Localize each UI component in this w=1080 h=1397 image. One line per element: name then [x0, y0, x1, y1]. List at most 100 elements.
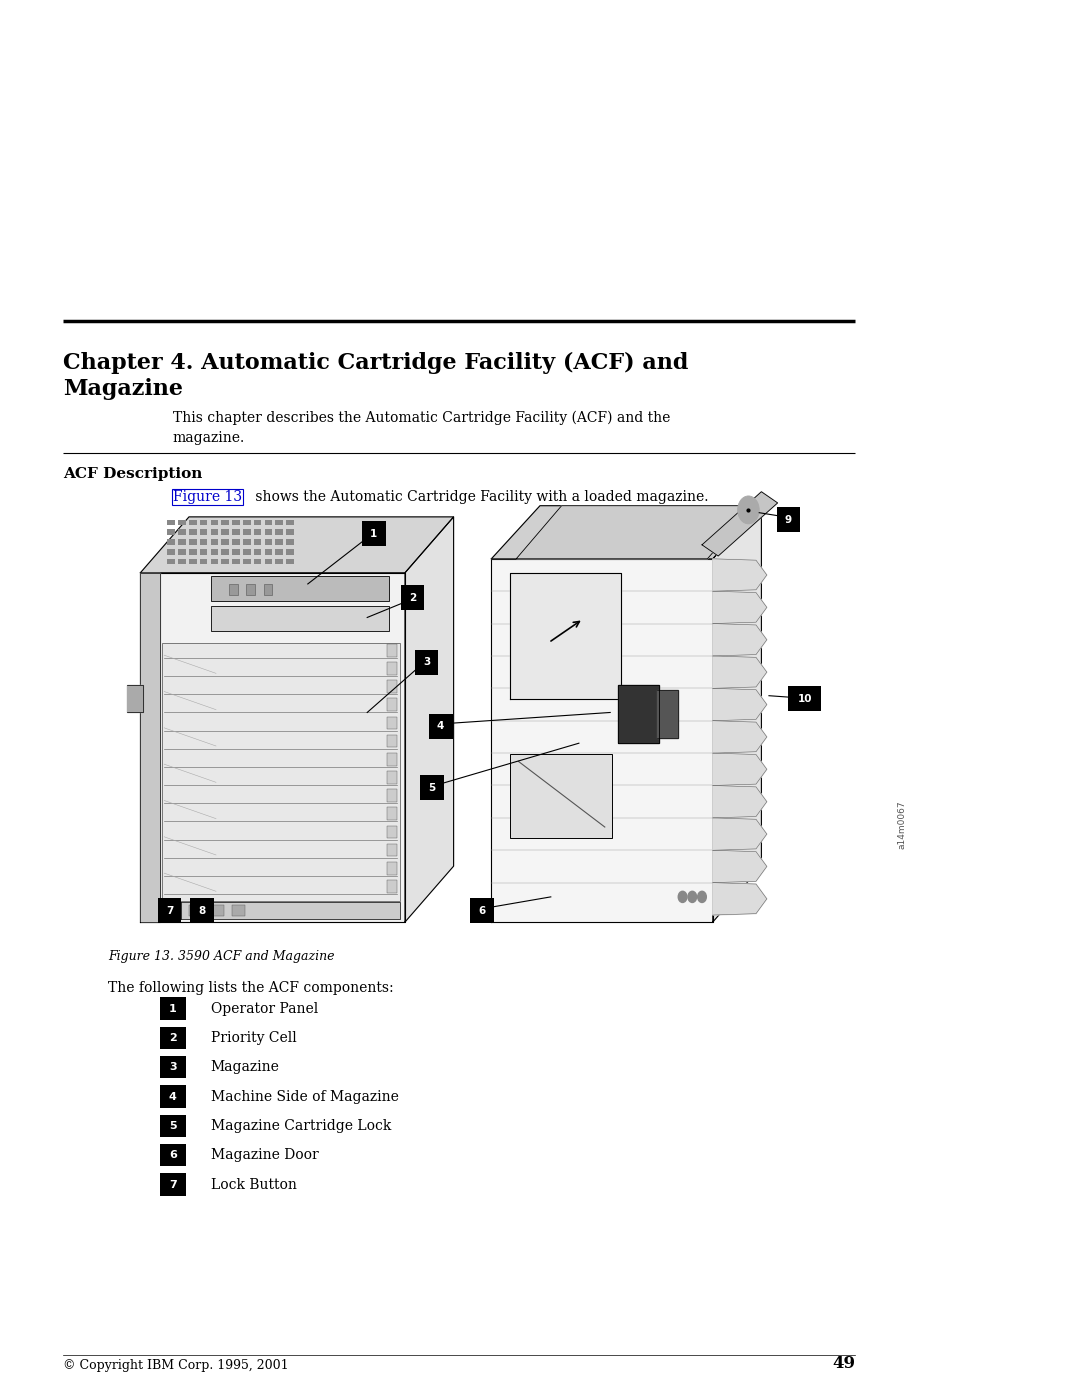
Bar	[275, 520, 283, 525]
Bar	[788, 686, 821, 711]
Bar	[232, 529, 240, 535]
Text: 7: 7	[168, 1179, 177, 1190]
Bar	[189, 529, 197, 535]
Polygon shape	[618, 685, 659, 743]
Bar	[246, 584, 255, 595]
Bar	[286, 539, 294, 545]
Bar	[243, 559, 251, 564]
Text: a14m0067: a14m0067	[897, 800, 906, 848]
Bar	[178, 539, 186, 545]
Bar	[265, 549, 272, 555]
Bar	[362, 521, 386, 546]
Bar	[162, 902, 181, 919]
Polygon shape	[713, 721, 767, 753]
Polygon shape	[713, 506, 761, 922]
Polygon shape	[713, 689, 767, 721]
Bar	[162, 643, 400, 901]
Bar	[178, 520, 186, 525]
Bar	[387, 680, 397, 693]
Text: Magazine Door: Magazine Door	[211, 1148, 319, 1162]
Bar	[387, 826, 397, 838]
Bar	[254, 520, 261, 525]
Text: 6: 6	[168, 1150, 177, 1161]
Bar	[211, 529, 218, 535]
Bar	[211, 905, 224, 916]
Bar	[158, 898, 181, 923]
Text: 4: 4	[437, 721, 444, 732]
Bar	[275, 559, 283, 564]
Bar	[189, 905, 202, 916]
Circle shape	[678, 891, 687, 902]
Circle shape	[688, 891, 697, 902]
Bar	[243, 529, 251, 535]
Text: 1: 1	[168, 1003, 177, 1014]
Text: Priority Cell: Priority Cell	[211, 1031, 296, 1045]
Text: 3: 3	[168, 1062, 177, 1073]
Bar	[429, 714, 453, 739]
Bar	[232, 559, 240, 564]
Text: Lock Button: Lock Button	[211, 1178, 297, 1192]
Bar	[387, 880, 397, 893]
Bar	[178, 549, 186, 555]
Circle shape	[738, 496, 759, 524]
Polygon shape	[713, 559, 767, 591]
Text: This chapter describes the Automatic Cartridge Facility (ACF) and the
magazine.: This chapter describes the Automatic Car…	[173, 411, 671, 444]
Polygon shape	[713, 817, 767, 851]
Bar	[286, 529, 294, 535]
Bar	[200, 529, 207, 535]
Bar	[211, 606, 389, 631]
Polygon shape	[713, 785, 767, 817]
Bar	[387, 789, 397, 802]
Bar	[265, 520, 272, 525]
Bar	[265, 529, 272, 535]
Bar	[387, 771, 397, 784]
Bar	[167, 520, 175, 525]
Bar	[387, 844, 397, 856]
Bar	[470, 898, 494, 923]
Bar	[254, 539, 261, 545]
Bar	[211, 549, 218, 555]
Polygon shape	[713, 591, 767, 623]
Bar	[190, 898, 214, 923]
Bar	[387, 753, 397, 766]
Text: 6: 6	[478, 905, 485, 916]
Text: 3: 3	[423, 657, 430, 668]
Bar	[265, 539, 272, 545]
Text: 5: 5	[429, 782, 435, 793]
Bar	[265, 559, 272, 564]
Bar	[162, 902, 400, 919]
Bar	[221, 529, 229, 535]
Text: Machine Side of Magazine: Machine Side of Magazine	[211, 1090, 399, 1104]
Bar	[160, 1056, 186, 1078]
Bar	[387, 644, 397, 657]
Polygon shape	[405, 517, 454, 922]
Polygon shape	[713, 623, 767, 657]
Circle shape	[698, 891, 706, 902]
Bar	[211, 520, 218, 525]
Text: © Copyright IBM Corp. 1995, 2001: © Copyright IBM Corp. 1995, 2001	[63, 1359, 288, 1372]
Polygon shape	[491, 506, 761, 559]
Bar	[167, 539, 175, 545]
Bar	[387, 717, 397, 729]
Bar	[777, 507, 800, 532]
Bar	[178, 529, 186, 535]
Bar	[167, 559, 175, 564]
Bar	[264, 584, 272, 595]
Bar	[286, 559, 294, 564]
Bar	[286, 520, 294, 525]
Bar	[211, 576, 389, 601]
Text: 8: 8	[199, 905, 205, 916]
Bar	[510, 754, 612, 838]
Text: Chapter 4. Automatic Cartridge Facility (ACF) and
Magazine: Chapter 4. Automatic Cartridge Facility …	[63, 352, 688, 401]
Bar	[254, 549, 261, 555]
Text: Magazine: Magazine	[211, 1060, 280, 1074]
Text: The following lists the ACF components:: The following lists the ACF components:	[108, 981, 393, 995]
Bar	[387, 862, 397, 875]
Bar	[387, 807, 397, 820]
Polygon shape	[510, 573, 621, 698]
Text: shows the Automatic Cartridge Facility with a loaded magazine.: shows the Automatic Cartridge Facility w…	[251, 490, 708, 504]
Text: 2: 2	[409, 592, 416, 604]
Bar	[178, 559, 186, 564]
Bar	[160, 1115, 186, 1137]
Bar	[286, 549, 294, 555]
